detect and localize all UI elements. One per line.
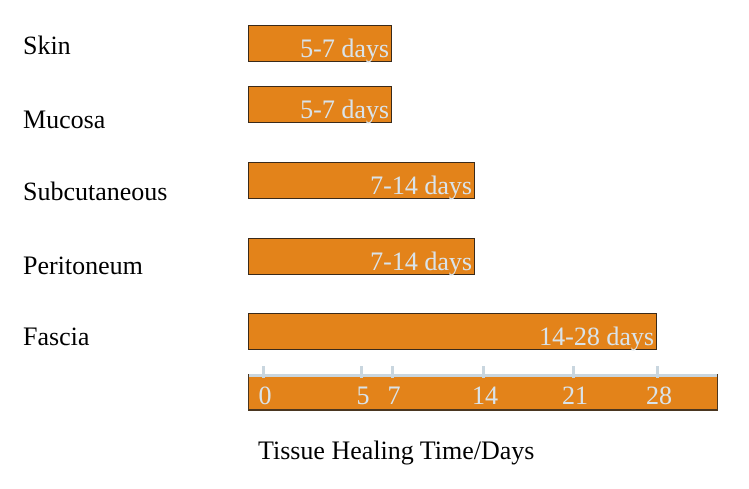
category-label-peritoneum: Peritoneum [23,251,143,280]
tick-label: 0 [258,381,272,410]
tick-label: 14 [472,381,498,410]
bar-label: 5-7 days [300,95,389,124]
bar-label: 7-14 days [370,171,472,200]
tick-7 [391,366,394,378]
bar-subcutaneous: 7-14 days [248,162,475,200]
category-label-fascia: Fascia [23,322,90,351]
x-axis-title: Tissue Healing Time/Days [258,436,535,465]
tick-5 [360,366,363,378]
category-label-mucosa: Mucosa [23,105,106,134]
bar-label: 5-7 days [300,34,389,63]
tick-21 [572,366,575,378]
bar-skin: 5-7 days [248,25,392,63]
bar-mucosa: 5-7 days [248,86,392,124]
tick-label: 28 [646,381,672,410]
tick-28 [656,366,659,378]
category-label-skin: Skin [23,31,71,60]
bar-label: 7-14 days [370,247,472,276]
x-axis: 0 5 7 14 21 28 [248,366,718,411]
tick-0 [262,366,265,378]
tick-label: 5 [356,381,370,410]
bar-label: 14-28 days [539,322,654,351]
tick-label: 21 [562,381,588,410]
bar-fascia: 14-28 days [248,313,657,351]
tick-14 [482,366,485,378]
category-label-subcutaneous: Subcutaneous [23,177,168,206]
bar-peritoneum: 7-14 days [248,238,475,276]
tick-label: 7 [387,381,401,410]
